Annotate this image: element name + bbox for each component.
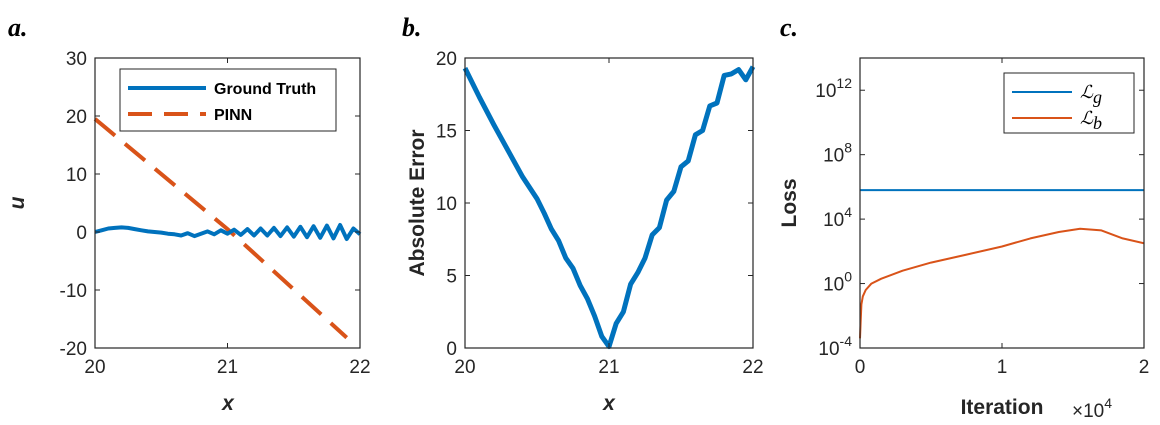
panel-b-xtick-label: 20 [454, 357, 475, 378]
panel-b-ytick-label: 15 [436, 122, 457, 143]
panel-c-xlabel: Iteration [961, 396, 1044, 419]
panel-a-ytick-label: -20 [60, 339, 87, 360]
panel-a-ytick-label: -10 [60, 281, 87, 302]
panel-c-ytick-label: 10-4 [818, 333, 852, 360]
panel-b-label: b. [402, 13, 422, 42]
panel-a-ylabel: u [6, 196, 29, 209]
legend-label-pinn: PINN [214, 107, 252, 124]
panel-a-xtick-label: 20 [84, 357, 105, 378]
panel-b-xtick-label: 21 [598, 357, 619, 378]
panel-a-legend: Ground Truth PINN [119, 68, 337, 132]
panel-b-ticks: 20 21 22 0 5 10 15 20 [436, 49, 764, 378]
panel-b-axes-box [464, 57, 754, 349]
legend-label-lg: ℒ g [1080, 82, 1102, 107]
panel-c: c. 0 1 2 10-4 100 104 108 1012 Iteration Loss ×… [778, 13, 1149, 422]
panel-a-ytick-label: 20 [66, 107, 87, 128]
legend-label-ground-truth: Ground Truth [214, 81, 316, 98]
panel-c-x-multiplier: ×104 [1072, 395, 1112, 422]
panel-c-ticks: 0 1 2 10-4 100 104 108 1012 [815, 58, 1149, 378]
panel-a-xlabel: x [221, 392, 235, 415]
panel-a-xtick-label: 21 [217, 357, 238, 378]
panel-a-plot-area [93, 117, 362, 340]
panel-b-ytick-label: 20 [436, 49, 457, 70]
panel-b-ytick-label: 10 [436, 194, 457, 215]
series-line-pinn [93, 117, 349, 340]
panel-c-label: c. [780, 13, 798, 42]
panel-c-xtick-label: 2 [1139, 357, 1150, 378]
panel-c-ytick-label: 1012 [815, 75, 852, 102]
panel-a-ytick-label: 30 [66, 49, 87, 70]
panel-b-ylabel: Absolute Error [406, 129, 429, 276]
panel-b-ytick-label: 5 [446, 267, 457, 288]
panel-a-ytick-label: 10 [66, 165, 87, 186]
legend-label-lb: ℒ b [1080, 108, 1102, 133]
panel-a-legend-box [119, 68, 337, 132]
panel-b-xlabel: x [602, 392, 616, 415]
panel-a: a. 20 21 22 -20 -10 0 10 20 30 x u Ground Truth … [6, 13, 371, 415]
panel-c-legend-box [1003, 72, 1135, 134]
legend-lb-symbol: ℒ [1080, 108, 1094, 128]
panel-b-ytick-label: 0 [446, 339, 457, 360]
panel-c-ylabel: Loss [778, 178, 801, 227]
panel-b-xtick-label: 22 [742, 357, 763, 378]
panel-c-legend: ℒ g ℒ b [1003, 72, 1135, 134]
panel-a-xtick-label: 22 [349, 357, 370, 378]
legend-lg-subscript: g [1093, 87, 1102, 107]
series-line-lb [859, 227, 1145, 339]
panel-c-xtick-label: 0 [855, 357, 866, 378]
legend-lg-symbol: ℒ [1080, 82, 1094, 102]
panel-c-ytick-label: 100 [823, 269, 852, 296]
series-line-ground-truth [94, 223, 362, 241]
panel-a-label: a. [8, 13, 28, 42]
panel-a-ytick-label: 0 [76, 223, 87, 244]
panel-b-plot-area [462, 65, 756, 350]
panel-c-xtick-label: 1 [997, 357, 1008, 378]
panel-b: b. 20 21 22 0 5 10 15 20 x Absolute Error [402, 13, 764, 415]
panel-c-plot-area [859, 189, 1145, 339]
panel-c-ytick-label: 108 [823, 140, 852, 167]
panel-c-ytick-label: 104 [823, 204, 852, 231]
legend-lb-subscript: b [1093, 113, 1102, 133]
series-line-absolute-error [462, 65, 756, 350]
panel-a-ticks: 20 21 22 -20 -10 0 10 20 30 [60, 49, 371, 378]
